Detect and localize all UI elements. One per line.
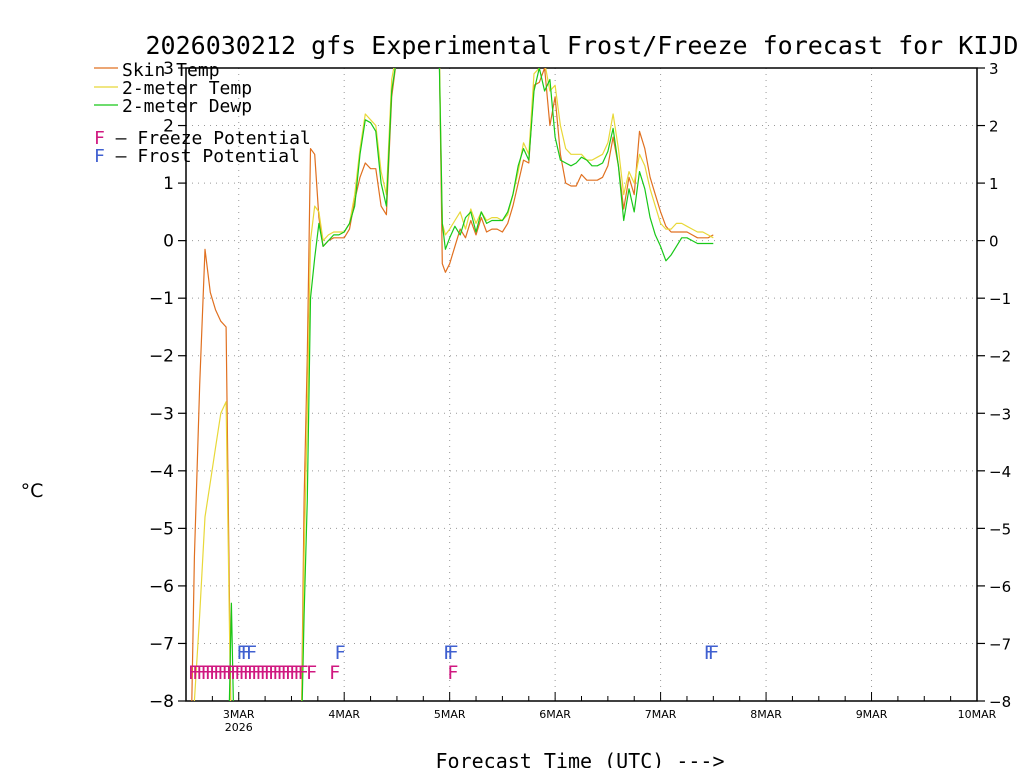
freeze-potential-marker: F [247,662,258,684]
series-lines [191,68,714,701]
y-tick-label-left: −2 [149,347,174,367]
y-tick-label-left: 0 [163,232,174,252]
freeze-potential-marker: F [277,662,288,684]
frost-potential-marker: F [241,642,252,664]
x-tick-label: 7MAR [645,708,677,721]
freeze-potential-marker: F [251,662,262,684]
frost-potential-marker: F [708,642,719,664]
frost-potential-marker: F [335,642,346,664]
y-tick-label-left: −5 [149,519,174,539]
y-tick-label-right: −2 [989,348,1011,366]
freeze-potential-marker: F [243,662,254,684]
y-tick-label-left: 1 [163,174,174,194]
x-tick-label: 8MAR [750,708,782,721]
x-tick-label: 6MAR [539,708,571,721]
freeze-potential-marker: F [264,662,275,684]
freeze-potential-marker: F [329,662,340,684]
freeze-potential-marker: F [281,662,292,684]
frost-potential-marker: F [443,642,454,664]
y-tick-label-left: 2 [163,117,174,137]
y-tick-label-right: −3 [989,405,1011,423]
y-axis-label: °C [21,480,44,502]
y-tick-label-left: 3 [163,59,174,79]
freeze-potential-marker: F [289,662,300,684]
x-tick-label: 5MAR [434,708,466,721]
y-tick-label-right: 0 [989,233,999,251]
y-tick-label-right: 2 [989,118,999,136]
x-tick-label: 10MAR [958,708,997,721]
freeze-potential-marker: F [213,662,224,684]
y-tick-label-right: −6 [989,578,1011,596]
freeze-potential-marker: F [294,662,305,684]
y-tick-label-left: −6 [149,577,174,597]
freeze-potential-marker: F [306,662,317,684]
legend: Skin Temp 2-meter Temp 2-meter Dewp F – … [94,60,311,167]
freeze-potential-marker: F [272,662,283,684]
legend-label-2m-temp: 2-meter Temp [122,78,252,99]
freeze-potential-marker: F [256,662,267,684]
y-tick-label-right: −7 [989,635,1011,653]
freeze-potential-marker: F [239,662,250,684]
legend-label-skin-temp: Skin Temp [122,60,220,81]
series-line-2-meter-dewp [228,68,714,701]
y-axis-ticks: −8 −8 −7 −7 −6 −6 −5 −5 −4 −4 −3 −3 −2 −2 −1 −1 0 0 1 1 2 2 3 3 [149,59,1011,712]
x-axis-label: Forecast Time (UTC) ---> [436,749,725,768]
freeze-potential-marker: F [285,662,296,684]
freeze-potential-marker: F [209,662,220,684]
frost-potential-marker: F [237,642,248,664]
y-tick-label-right: 1 [989,175,999,193]
legend-label-frost: F – Frost Potential [94,146,300,167]
y-tick-label-right: −1 [989,290,1011,308]
y-tick-label-left: −4 [149,462,174,482]
y-tick-label-left: −3 [149,404,174,424]
freeze-potential-marker: F [205,662,216,684]
freeze-potential-marker: F [218,662,229,684]
y-tick-label-left: −8 [149,692,174,712]
freeze-potential-marker: F [298,662,309,684]
x-tick-label: 4MAR [328,708,360,721]
y-tick-label-right: −4 [989,463,1011,481]
x-tick-label: 3MAR [223,708,255,721]
x-tick-label: 9MAR [856,708,888,721]
x-tick-sublabel: 2026 [225,721,253,734]
y-tick-label-left: −7 [149,634,174,654]
freeze-potential-marker: F [188,662,199,684]
chart-title: 2026030212 gfs Experimental Frost/Freeze… [146,31,1019,60]
freeze-potential-marker: F [448,662,459,684]
freeze-potential-marker: F [235,662,246,684]
freeze-potential-marker: F [260,662,271,684]
series-line-2-meter-temp [193,68,714,701]
frost-potential-marker: F [246,642,257,664]
y-tick-label-right: −8 [989,693,1011,711]
freeze-potential-marker: F [192,662,203,684]
legend-label-2m-dewp: 2-meter Dewp [122,96,252,117]
freeze-potential-marker: F [197,662,208,684]
legend-label-freeze: F – Freeze Potential [94,128,311,149]
freeze-potential-marker: F [222,662,233,684]
frost-potential-marker: F [704,642,715,664]
y-tick-label-left: −1 [149,289,174,309]
y-tick-label-right: 3 [989,60,999,78]
freeze-potential-marker: F [201,662,212,684]
frost-potential-marker: F [448,642,459,664]
freeze-potential-marker: F [230,662,241,684]
freeze-potential-marker: F [226,662,237,684]
y-tick-label-right: −5 [989,520,1011,538]
freeze-potential-marker: F [268,662,279,684]
